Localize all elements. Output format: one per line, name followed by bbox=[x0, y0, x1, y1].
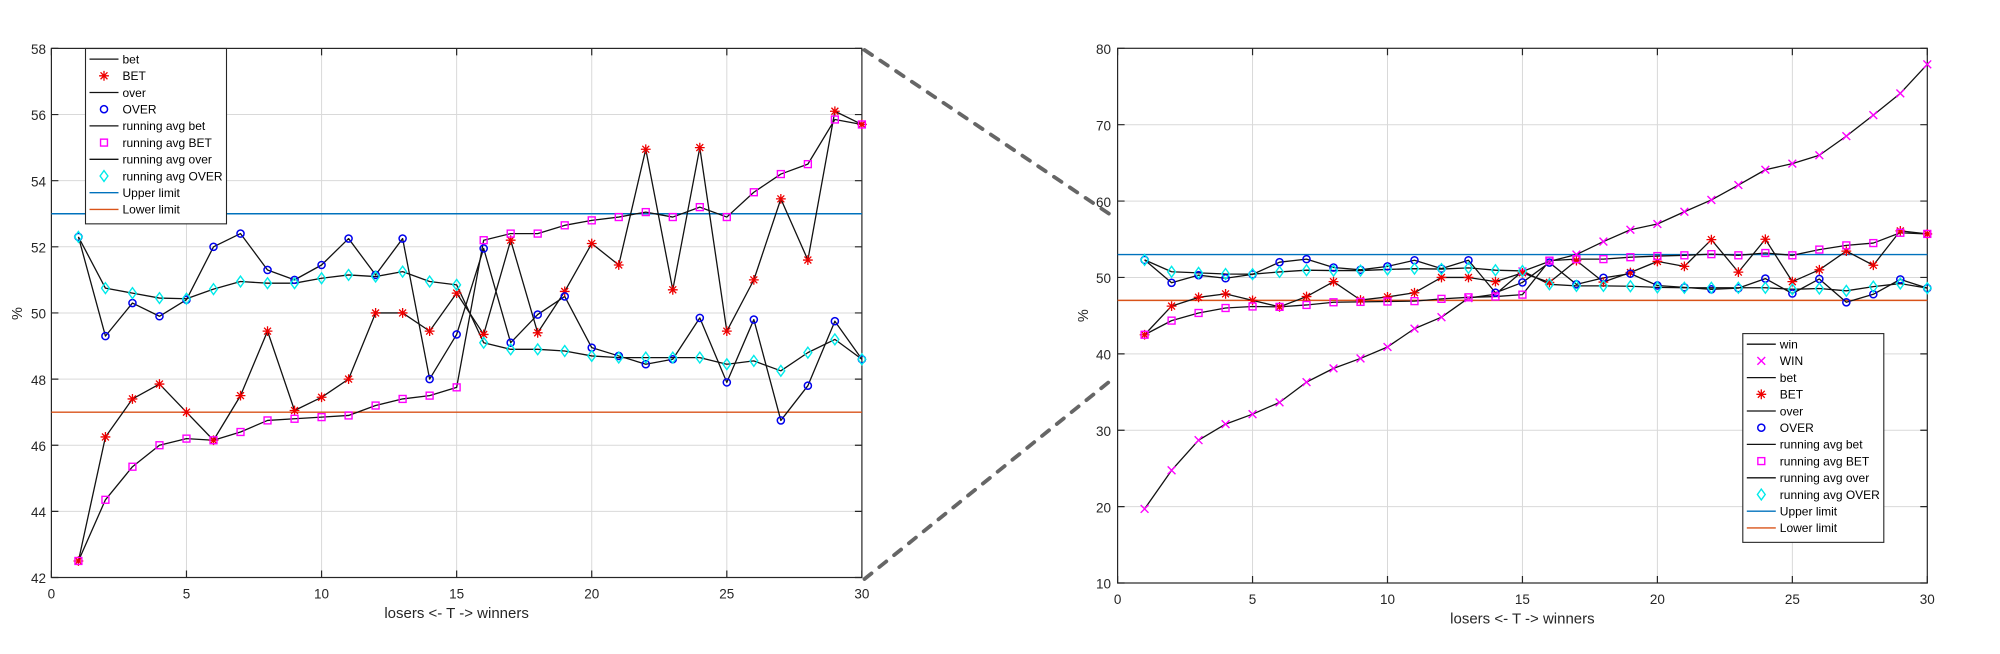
svg-text:20: 20 bbox=[584, 587, 599, 602]
svg-text:bet: bet bbox=[123, 52, 140, 66]
svg-text:Lower limit: Lower limit bbox=[123, 203, 181, 217]
svg-text:52: 52 bbox=[31, 241, 46, 256]
svg-text:BET: BET bbox=[123, 69, 147, 83]
svg-text:46: 46 bbox=[31, 439, 46, 454]
svg-text:70: 70 bbox=[1096, 118, 1111, 133]
svg-text:bet: bet bbox=[1780, 371, 1797, 385]
svg-text:over: over bbox=[123, 86, 146, 100]
svg-text:running avg over: running avg over bbox=[123, 153, 212, 167]
svg-text:0: 0 bbox=[1114, 592, 1122, 607]
svg-text:%: % bbox=[1076, 309, 1092, 322]
svg-text:10: 10 bbox=[1096, 577, 1111, 592]
svg-text:Upper limit: Upper limit bbox=[123, 186, 181, 200]
svg-text:10: 10 bbox=[314, 587, 329, 602]
svg-text:OVER: OVER bbox=[1780, 421, 1814, 435]
svg-text:80: 80 bbox=[1096, 42, 1111, 57]
svg-text:30: 30 bbox=[1920, 592, 1935, 607]
svg-text:losers <- T -> winners: losers <- T -> winners bbox=[384, 605, 529, 622]
svg-text:10: 10 bbox=[1380, 592, 1395, 607]
svg-text:BET: BET bbox=[1780, 388, 1804, 402]
svg-text:running avg bet: running avg bet bbox=[1780, 438, 1863, 452]
svg-text:15: 15 bbox=[1515, 592, 1530, 607]
svg-text:42: 42 bbox=[31, 571, 46, 586]
svg-text:58: 58 bbox=[31, 42, 46, 57]
svg-text:48: 48 bbox=[31, 373, 46, 388]
svg-text:over: over bbox=[1780, 404, 1803, 418]
svg-text:Lower limit: Lower limit bbox=[1780, 521, 1838, 535]
svg-text:54: 54 bbox=[31, 174, 47, 189]
svg-text:running avg bet: running avg bet bbox=[123, 119, 206, 133]
svg-text:25: 25 bbox=[1785, 592, 1800, 607]
svg-text:30: 30 bbox=[1096, 424, 1111, 439]
svg-text:win: win bbox=[1779, 338, 1798, 352]
svg-text:30: 30 bbox=[854, 587, 869, 602]
svg-text:20: 20 bbox=[1096, 500, 1111, 515]
svg-text:0: 0 bbox=[48, 587, 56, 602]
svg-text:5: 5 bbox=[1249, 592, 1257, 607]
svg-text:WIN: WIN bbox=[1780, 354, 1803, 368]
svg-text:50: 50 bbox=[31, 307, 46, 322]
svg-text:OVER: OVER bbox=[123, 103, 157, 117]
svg-text:Upper limit: Upper limit bbox=[1780, 505, 1838, 519]
svg-text:running avg OVER: running avg OVER bbox=[123, 169, 223, 183]
svg-text:running avg BET: running avg BET bbox=[1780, 454, 1870, 468]
svg-text:losers <- T -> winners: losers <- T -> winners bbox=[1450, 610, 1595, 627]
svg-text:60: 60 bbox=[1096, 195, 1111, 210]
svg-text:running avg over: running avg over bbox=[1780, 471, 1869, 485]
svg-text:running avg BET: running avg BET bbox=[123, 136, 213, 150]
svg-text:44: 44 bbox=[31, 505, 47, 520]
svg-text:50: 50 bbox=[1096, 271, 1111, 286]
svg-text:15: 15 bbox=[449, 587, 464, 602]
svg-text:25: 25 bbox=[719, 587, 734, 602]
svg-text:running avg OVER: running avg OVER bbox=[1780, 488, 1880, 502]
svg-text:56: 56 bbox=[31, 108, 46, 123]
svg-text:40: 40 bbox=[1096, 348, 1111, 363]
svg-text:20: 20 bbox=[1650, 592, 1665, 607]
svg-text:5: 5 bbox=[183, 587, 191, 602]
svg-text:%: % bbox=[10, 307, 26, 320]
